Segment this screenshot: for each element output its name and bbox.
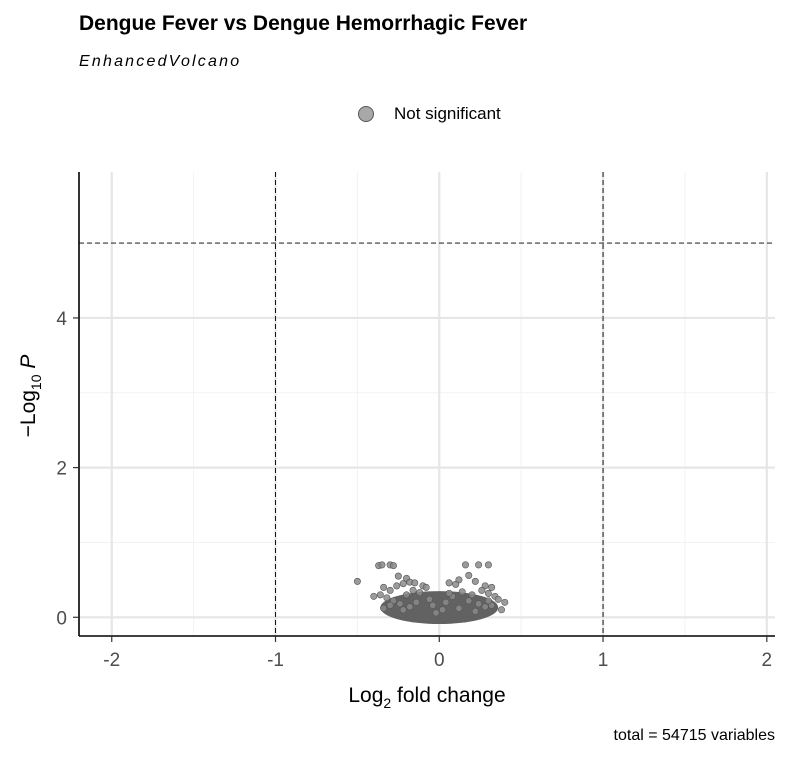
data-point [399, 606, 407, 614]
legend-marker [358, 106, 374, 122]
data-point [412, 598, 420, 606]
data-point [461, 561, 469, 569]
data-point [393, 582, 401, 590]
data-point [406, 603, 414, 611]
data-point [478, 586, 486, 594]
data-point [422, 583, 430, 591]
data-point [475, 561, 483, 569]
data-point [484, 589, 492, 597]
y-axis-title: −Log10 P [17, 355, 44, 438]
data-point [380, 604, 388, 612]
data-point [432, 609, 440, 617]
chart-title: Dengue Fever vs Dengue Hemorrhagic Fever [79, 12, 528, 35]
data-point [458, 588, 466, 596]
data-point [498, 606, 506, 614]
y-tick-label: 4 [56, 309, 67, 330]
legend: Not significant [358, 104, 501, 124]
data-point [442, 598, 450, 606]
x-tick-label: 2 [762, 650, 773, 671]
data-point [399, 580, 407, 588]
data-point [439, 606, 447, 614]
data-point [494, 595, 502, 603]
data-point [389, 562, 397, 570]
data-point [481, 603, 489, 611]
data-points [353, 561, 509, 625]
y-tick-label: 0 [56, 608, 67, 629]
data-point [501, 598, 509, 606]
x-tick-label: 0 [434, 650, 445, 671]
data-point [452, 580, 460, 588]
data-point [370, 592, 378, 600]
x-tick-label: -1 [267, 650, 284, 671]
data-point [394, 572, 402, 580]
data-point [445, 579, 453, 587]
data-point [411, 579, 419, 587]
data-point [409, 586, 417, 594]
data-point [396, 600, 404, 608]
point-cluster [380, 591, 499, 625]
grid-minor [79, 172, 775, 636]
data-point [465, 597, 473, 605]
data-point [471, 607, 479, 615]
data-point [376, 591, 384, 599]
data-point [445, 589, 453, 597]
legend-label: Not significant [394, 104, 501, 123]
data-point [484, 561, 492, 569]
caption: total = 54715 variables [613, 727, 775, 744]
x-tick-label: -2 [103, 650, 120, 671]
grid-major [79, 172, 775, 636]
data-point [378, 561, 386, 569]
tick-labels: -2 -1 0 1 2 0 2 4 [56, 309, 772, 671]
data-point [455, 604, 463, 612]
data-point [383, 594, 391, 602]
data-point [471, 577, 479, 585]
cutoff-lines [79, 172, 775, 636]
data-point [468, 591, 476, 599]
data-point [488, 583, 496, 591]
data-point [475, 600, 483, 608]
data-point [429, 601, 437, 609]
y-tick-label: 2 [56, 459, 67, 480]
data-point [416, 589, 424, 597]
data-point [386, 586, 394, 594]
data-point [425, 595, 433, 603]
data-point [403, 591, 411, 599]
x-axis-title: Log2 fold change [348, 684, 505, 711]
data-point [386, 601, 394, 609]
x-tick-label: 1 [598, 650, 609, 671]
data-point [484, 597, 492, 605]
data-point [353, 577, 361, 585]
chart-subtitle: EnhancedVolcano [79, 53, 242, 70]
data-point [380, 583, 388, 591]
data-point [465, 571, 473, 579]
axes [78, 172, 775, 637]
